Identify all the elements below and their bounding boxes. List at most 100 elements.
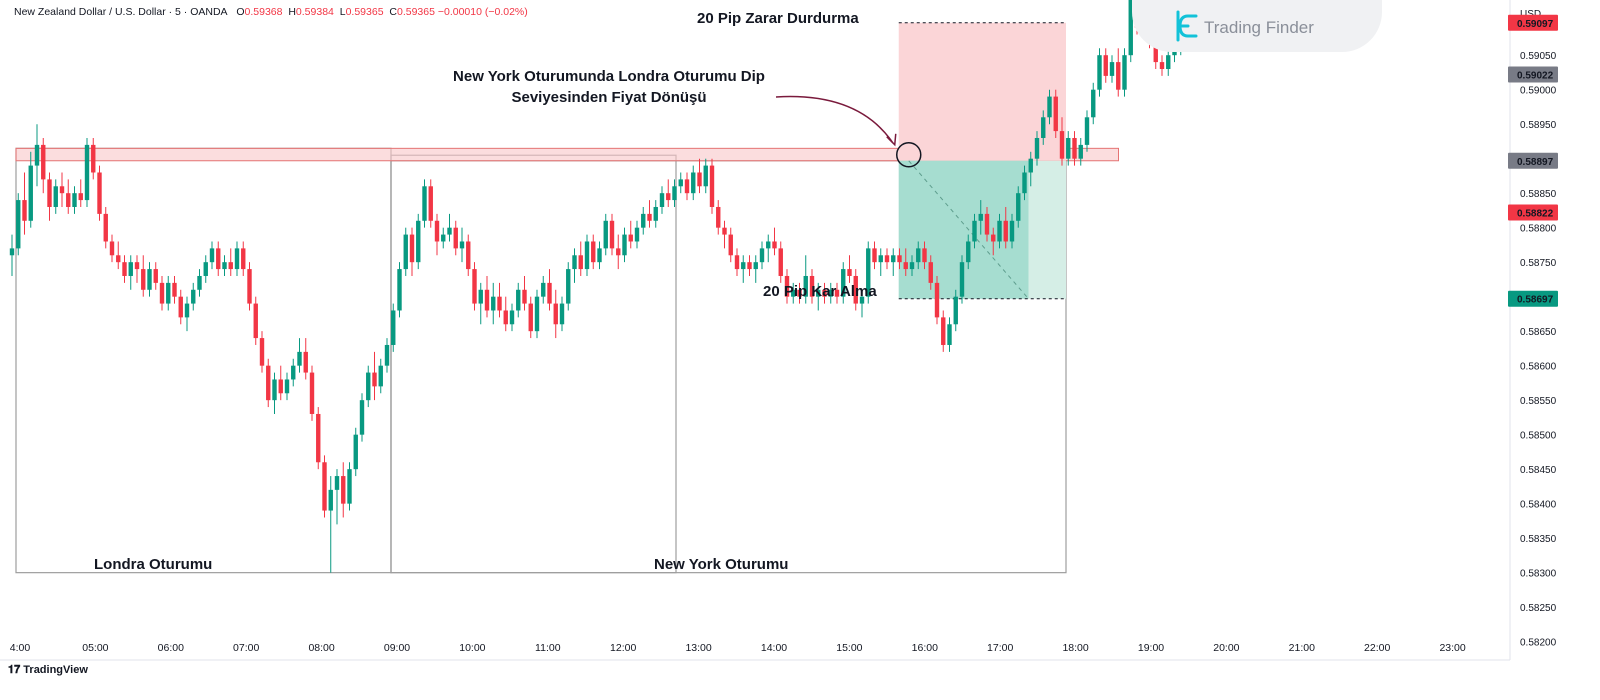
candle-body — [484, 289, 490, 311]
candle-body — [916, 248, 921, 263]
candle-body — [872, 248, 877, 263]
candle-body — [53, 186, 58, 207]
candle-body — [216, 248, 221, 270]
high-value: 0.59384 — [295, 6, 334, 18]
price-tag-bg — [1508, 204, 1558, 221]
price-tick-label: 0.58350 — [1520, 534, 1557, 545]
candle-body — [316, 413, 321, 463]
candle-body — [103, 213, 108, 242]
candle-body — [822, 289, 827, 297]
close-key: C — [389, 6, 397, 18]
reversal-line-2: Seviyesinden Fiyat Dönüşü — [511, 89, 707, 106]
candle-body — [847, 269, 852, 276]
candle-body — [253, 303, 258, 339]
tradingview-logo[interactable]: 𝟏𝟕 TradingView — [8, 664, 88, 677]
price-tag-bg — [1508, 14, 1558, 31]
low-key: L — [339, 6, 346, 18]
candle-body — [22, 200, 27, 221]
candle-body — [959, 262, 965, 297]
time-tick-label: 12:00 — [610, 642, 636, 654]
time-tick-label: 13:00 — [685, 642, 711, 654]
candle-body — [391, 310, 396, 345]
open-key: O — [236, 6, 245, 18]
candle-body — [159, 282, 165, 304]
candle-body — [503, 310, 508, 325]
candle-body — [272, 379, 277, 401]
candle-body — [409, 234, 415, 263]
candle-body — [209, 248, 215, 263]
london-overlap-box — [390, 154, 677, 574]
candle-body — [1034, 137, 1040, 159]
candle-body — [622, 234, 627, 256]
candle-body — [1066, 137, 1071, 159]
candle-body — [647, 213, 652, 221]
candle-body — [991, 234, 996, 242]
candle-body — [778, 248, 783, 276]
candle-body — [1159, 62, 1165, 69]
price-tick-label: 0.58250 — [1520, 603, 1557, 614]
candle-body — [616, 248, 621, 256]
currency-label: USD — [1520, 9, 1541, 20]
candle-body — [803, 275, 808, 297]
candle-body — [722, 227, 727, 235]
candle-body — [497, 296, 502, 311]
time-tick-label: 10:00 — [459, 642, 485, 654]
price-tick-label: 0.59050 — [1520, 51, 1557, 62]
trading-finder-badge: Trading Finder — [1132, 0, 1382, 52]
london-session-label: Londra Oturumu — [94, 556, 213, 573]
candle-body — [784, 275, 790, 297]
price-tick-label: 0.58800 — [1520, 224, 1557, 235]
time-tick-label: 16:00 — [912, 642, 938, 654]
candle-body — [841, 269, 846, 297]
tradingview-logo-text: TradingView — [23, 664, 88, 676]
high-key: H — [288, 6, 296, 18]
candle-body — [178, 296, 183, 318]
candle-body — [703, 165, 708, 187]
candle-body — [303, 351, 308, 373]
candle-body — [1166, 55, 1171, 69]
candle-body — [534, 296, 540, 332]
price-tick-label: 0.58550 — [1520, 396, 1557, 407]
candle-body — [341, 476, 346, 504]
candle-body — [47, 179, 52, 207]
price-tick-label: 0.58450 — [1520, 465, 1557, 476]
candle-body — [16, 200, 21, 249]
take-profit-label: 20 Pip Kar Alma — [763, 283, 877, 300]
time-tick-label: 15:00 — [836, 642, 862, 654]
candle-body — [1041, 117, 1046, 138]
candle-body — [1028, 158, 1033, 173]
reversal-annotation: New York Oturumunda Londra Oturumu Dip S… — [420, 66, 798, 108]
candle-body — [1153, 41, 1158, 63]
candle-body — [397, 269, 402, 311]
candle-body — [222, 262, 227, 270]
candle-body — [553, 303, 558, 325]
candle-body — [741, 262, 746, 270]
candle-body — [447, 227, 452, 235]
candle-body — [753, 262, 758, 270]
candle-body — [597, 248, 602, 263]
candle-body — [491, 296, 496, 311]
candle-body — [434, 220, 440, 242]
price-tag-label: 0.58822 — [1517, 209, 1554, 220]
candle-body — [653, 206, 658, 221]
price-tick-label: 0.58300 — [1520, 569, 1557, 580]
candle-body — [278, 379, 283, 394]
candle-body — [122, 262, 127, 276]
candle-body — [441, 234, 446, 242]
price-tick-label: 0.58600 — [1520, 362, 1557, 373]
price-tick-label: 0.58500 — [1520, 431, 1557, 442]
candle-body — [403, 234, 408, 270]
candle-body — [1009, 220, 1015, 242]
candle-body — [478, 289, 483, 304]
candle-body — [322, 462, 327, 511]
price-tag-label: 0.58897 — [1517, 157, 1554, 168]
candle-body — [1103, 55, 1108, 76]
candle-body — [859, 296, 865, 304]
candle-body — [709, 165, 715, 207]
candle-body — [34, 144, 40, 166]
candle-body — [934, 282, 940, 318]
time-tick-label: 21:00 — [1289, 642, 1315, 654]
candle-body — [566, 269, 571, 304]
candle-body — [116, 255, 121, 263]
